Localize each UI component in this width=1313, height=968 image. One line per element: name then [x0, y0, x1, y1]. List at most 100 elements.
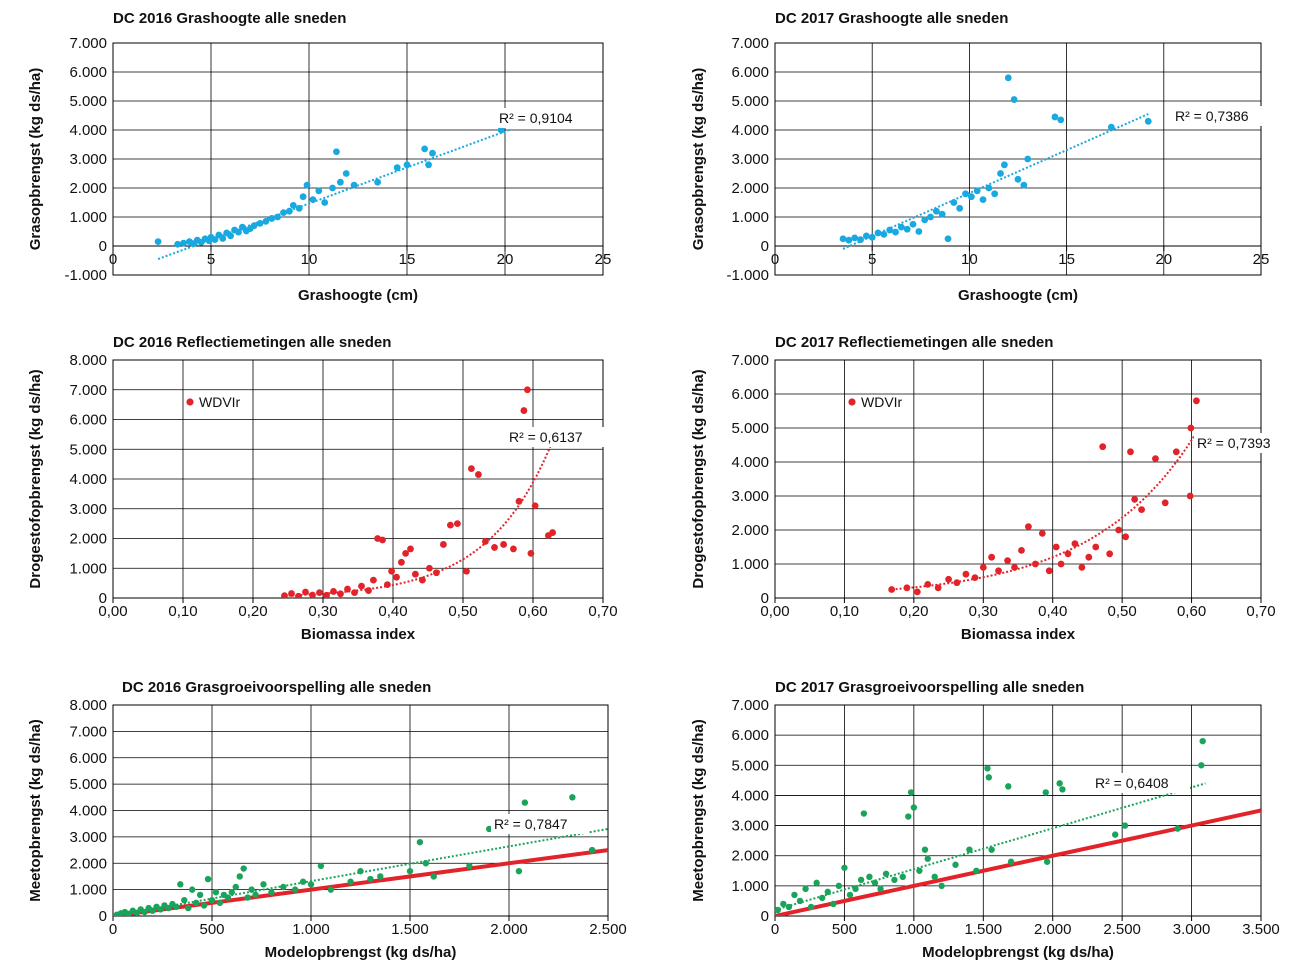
data-point	[407, 545, 414, 553]
data-point	[228, 889, 235, 896]
data-point	[1004, 74, 1012, 82]
data-point	[333, 148, 340, 156]
data-point	[1059, 786, 1066, 793]
data-point	[1112, 831, 1119, 838]
y-tick-label: 6.000	[69, 64, 107, 81]
data-point	[342, 170, 350, 177]
y-tick-label: 0	[99, 590, 107, 607]
data-point	[549, 529, 556, 536]
data-point	[336, 178, 344, 186]
data-point	[321, 199, 329, 206]
y-tick-label: -1.000	[726, 267, 769, 284]
data-point	[426, 564, 433, 572]
y-tick-label: 3.000	[731, 488, 769, 505]
chart-1: DC 2016 Grashoogte alle sneden-1.00001.0…	[27, 10, 611, 304]
data-point	[1000, 161, 1008, 169]
data-point	[1198, 762, 1205, 769]
y-tick-label: 3.000	[69, 829, 107, 846]
data-point	[1038, 530, 1046, 537]
y-tick-label: 7.000	[731, 35, 769, 52]
x-axis-label: Grashoogte (cm)	[958, 287, 1078, 304]
data-point	[299, 193, 307, 201]
y-axis-label: Grasopbrengst (kg ds/ha)	[27, 68, 44, 251]
data-point	[358, 582, 365, 590]
data-point	[377, 873, 384, 880]
data-point	[185, 904, 192, 912]
data-point	[924, 855, 931, 862]
data-point	[956, 204, 964, 212]
data-point	[412, 570, 419, 578]
data-point	[973, 867, 980, 874]
data-layer	[888, 397, 1200, 596]
data-point	[907, 789, 915, 796]
data-point	[1043, 858, 1051, 865]
data-point	[1152, 455, 1159, 462]
data-point	[189, 886, 196, 893]
data-point	[1121, 822, 1129, 829]
data-point	[244, 894, 251, 901]
x-tick-label: 1.000	[292, 921, 330, 938]
data-point	[430, 873, 437, 880]
chart-5: DC 2016 Grasgroeivoorspelling alle snede…	[27, 679, 627, 961]
y-axis-label: Meetopbrengst (kg ds/ha)	[690, 719, 707, 902]
x-axis-label: Modelopbrengst (kg ds/ha)	[265, 944, 457, 961]
data-point	[1051, 113, 1059, 121]
data-point	[1010, 96, 1018, 103]
data-point	[910, 804, 918, 811]
legend-marker	[848, 398, 856, 406]
data-point	[303, 181, 311, 189]
data-point	[995, 567, 1002, 575]
y-tick-label: 3.000	[69, 501, 107, 518]
y-tick-label: 5.000	[731, 757, 769, 774]
data-point	[905, 813, 912, 820]
data-point	[1099, 443, 1107, 451]
data-point	[268, 215, 276, 222]
x-tick-label: 25	[1253, 251, 1270, 268]
y-tick-label: 4.000	[69, 471, 107, 488]
y-axis-label: Drogestofopbrengst (kg ds/ha)	[27, 369, 44, 588]
data-point	[422, 860, 430, 867]
data-point	[860, 810, 868, 817]
data-point	[1131, 496, 1139, 503]
x-tick-label: 2.500	[1103, 921, 1141, 938]
r-squared-label: R² = 0,6408	[1095, 775, 1169, 791]
data-point	[192, 899, 200, 907]
y-tick-label: 8.000	[69, 697, 107, 714]
data-point	[892, 228, 899, 236]
r-squared-label: R² = 0,9104	[499, 110, 573, 126]
data-point	[256, 219, 264, 227]
data-point	[440, 541, 447, 548]
data-point	[1078, 564, 1086, 571]
y-tick-label: 1.000	[731, 209, 769, 226]
y-tick-label: 7.000	[731, 697, 769, 714]
data-point	[1045, 567, 1053, 575]
data-point	[1056, 780, 1063, 787]
data-point	[429, 149, 436, 157]
y-tick-label: 5.000	[731, 93, 769, 110]
data-point	[524, 386, 531, 394]
data-layer	[281, 386, 556, 598]
data-point	[227, 232, 235, 240]
chart-title: DC 2016 Grasgroeivoorspelling alle snede…	[122, 679, 431, 696]
data-point	[367, 875, 374, 883]
data-point	[1018, 547, 1025, 554]
y-tick-label: 1.000	[731, 556, 769, 573]
x-axis-label: Biomassa index	[961, 626, 1076, 643]
data-point	[938, 882, 945, 890]
data-point	[347, 878, 354, 885]
y-tick-label: 4.000	[69, 803, 107, 820]
x-tick-label: 500	[199, 921, 224, 938]
data-point	[219, 235, 227, 242]
data-point	[196, 891, 204, 899]
data-point	[807, 903, 815, 911]
data-point	[388, 567, 395, 575]
data-point	[862, 232, 870, 240]
x-tick-label: 2.000	[1034, 921, 1072, 938]
data-point	[1186, 492, 1194, 500]
data-point	[365, 587, 372, 594]
data-point	[307, 881, 315, 888]
data-point	[463, 567, 470, 575]
data-point	[295, 592, 302, 598]
data-point	[447, 521, 454, 529]
data-point	[1007, 858, 1015, 865]
